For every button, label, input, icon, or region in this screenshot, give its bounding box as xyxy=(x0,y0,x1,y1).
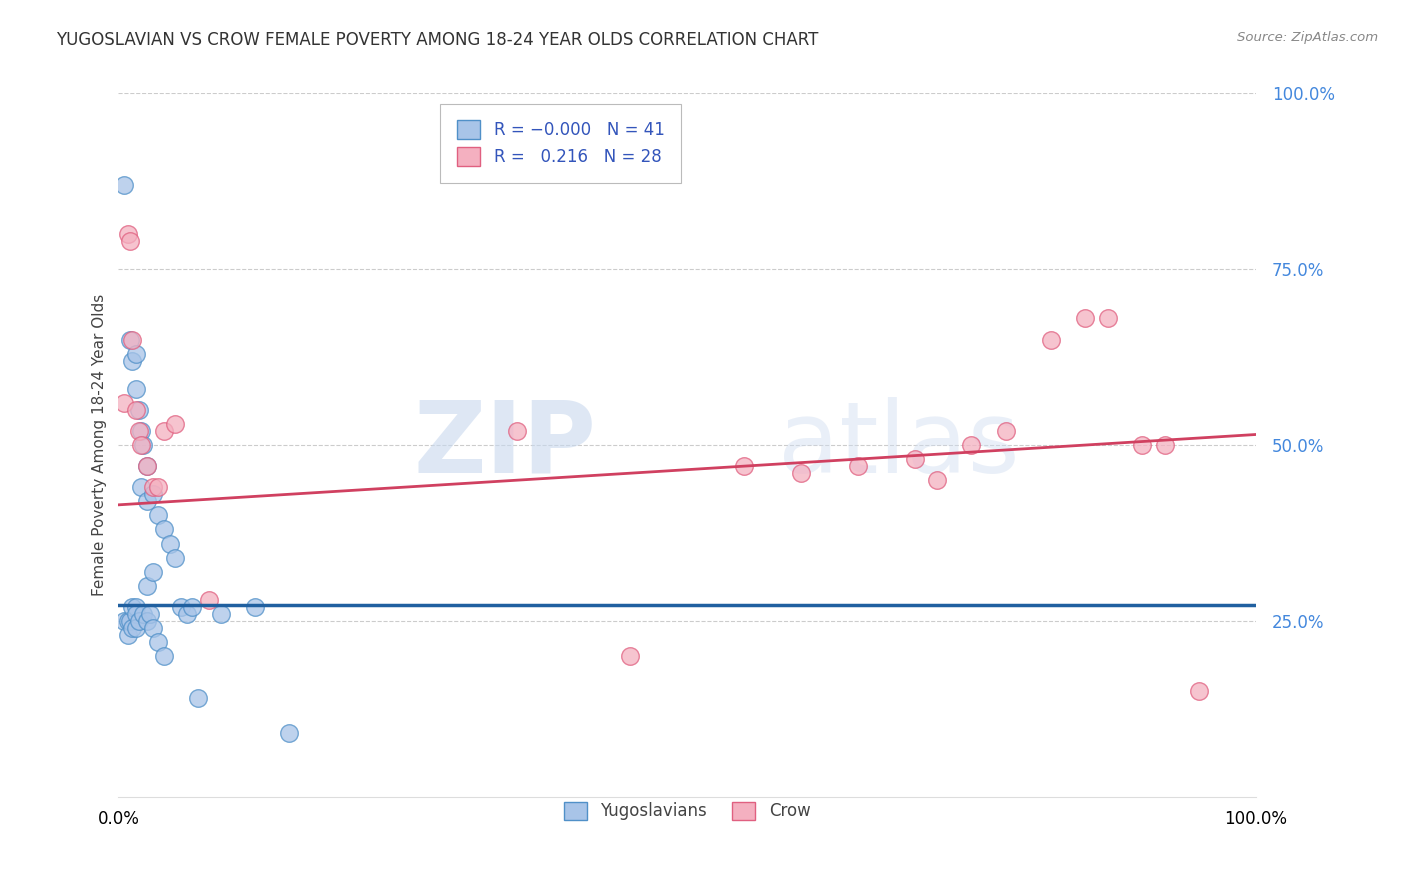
Point xyxy=(1130,438,1153,452)
Point xyxy=(153,424,176,438)
Point xyxy=(135,494,157,508)
Point xyxy=(124,599,146,614)
Point xyxy=(142,480,165,494)
Point xyxy=(142,487,165,501)
Point xyxy=(733,459,755,474)
Point xyxy=(142,621,165,635)
Point xyxy=(124,382,146,396)
Point xyxy=(165,417,187,431)
Text: YUGOSLAVIAN VS CROW FEMALE POVERTY AMONG 18-24 YEAR OLDS CORRELATION CHART: YUGOSLAVIAN VS CROW FEMALE POVERTY AMONG… xyxy=(56,31,818,49)
Point xyxy=(121,353,143,368)
Point xyxy=(994,424,1017,438)
Point xyxy=(118,234,141,248)
Point xyxy=(128,403,150,417)
Point xyxy=(128,614,150,628)
Point xyxy=(117,614,139,628)
Point xyxy=(132,607,155,621)
Point xyxy=(124,403,146,417)
Point xyxy=(903,452,925,467)
Point xyxy=(129,424,152,438)
Point xyxy=(117,227,139,241)
Point xyxy=(124,621,146,635)
Point xyxy=(846,459,869,474)
Point xyxy=(112,614,135,628)
Text: atlas: atlas xyxy=(778,397,1019,493)
Point xyxy=(209,607,232,621)
Point xyxy=(135,459,157,474)
Point xyxy=(278,726,301,740)
Point xyxy=(128,424,150,438)
Point xyxy=(790,466,813,480)
Point xyxy=(198,592,221,607)
Point xyxy=(1188,684,1211,698)
Point xyxy=(1153,438,1175,452)
Point xyxy=(135,459,157,474)
Point xyxy=(153,649,176,664)
Y-axis label: Female Poverty Among 18-24 Year Olds: Female Poverty Among 18-24 Year Olds xyxy=(93,294,107,596)
Point xyxy=(118,333,141,347)
Point xyxy=(142,565,165,579)
Point xyxy=(112,178,135,192)
Point xyxy=(121,333,143,347)
Point xyxy=(1040,333,1063,347)
Point xyxy=(117,628,139,642)
Point xyxy=(148,635,170,649)
Point xyxy=(148,508,170,523)
Point xyxy=(619,649,641,664)
Legend: Yugoslavians, Crow: Yugoslavians, Crow xyxy=(557,795,817,827)
Point xyxy=(148,480,170,494)
Point xyxy=(927,473,949,487)
Point xyxy=(135,579,157,593)
Point xyxy=(121,599,143,614)
Point xyxy=(243,599,266,614)
Text: Source: ZipAtlas.com: Source: ZipAtlas.com xyxy=(1237,31,1378,45)
Point xyxy=(132,438,155,452)
Point xyxy=(165,550,187,565)
Point xyxy=(170,599,193,614)
Point xyxy=(159,536,181,550)
Point xyxy=(181,599,204,614)
Point xyxy=(176,607,198,621)
Point xyxy=(124,607,146,621)
Point xyxy=(129,438,152,452)
Point xyxy=(153,523,176,537)
Point xyxy=(960,438,983,452)
Point xyxy=(1074,311,1097,326)
Point xyxy=(1097,311,1119,326)
Point xyxy=(121,621,143,635)
Point xyxy=(129,480,152,494)
Point xyxy=(505,424,527,438)
Point xyxy=(187,691,209,706)
Point xyxy=(139,607,162,621)
Text: ZIP: ZIP xyxy=(413,397,596,493)
Point xyxy=(135,614,157,628)
Point xyxy=(112,396,135,410)
Point xyxy=(124,346,146,360)
Point xyxy=(118,614,141,628)
